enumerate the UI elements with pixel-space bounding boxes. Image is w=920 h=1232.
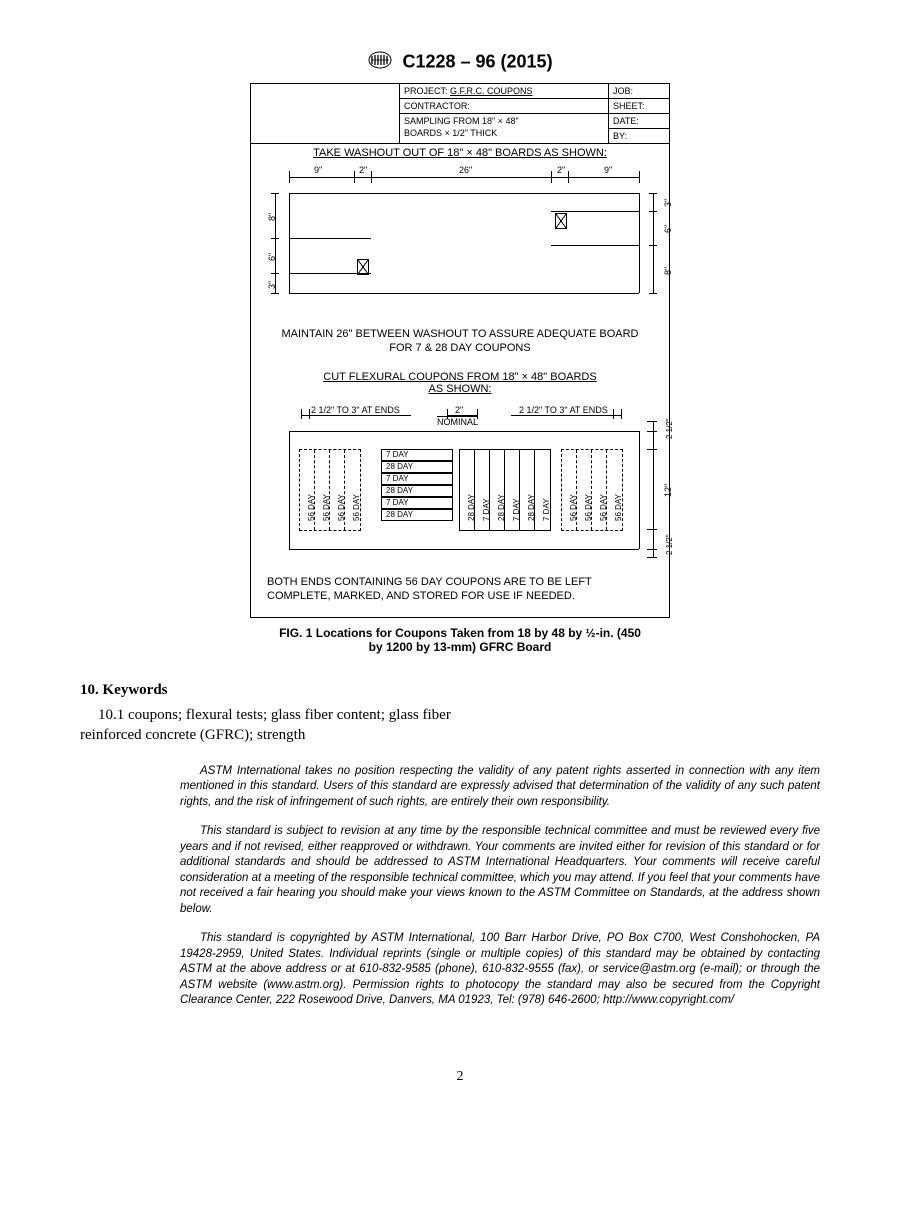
legal-para-3: This standard is copyrighted by ASTM Int…: [180, 931, 820, 1009]
coupon-diagram: 2 1/2" TO 3" AT ENDS 2" NOMINAL 2 1/2" T…: [259, 399, 661, 559]
section2-title1: CUT FLEXURAL COUPONS FROM 18" × 48" BOAR…: [251, 368, 669, 383]
keywords-body: 10.1 coupons; flexural tests; glass fibe…: [80, 705, 475, 746]
keywords-heading: 10. Keywords: [80, 682, 840, 699]
figure-1: PROJECT: G.F.R.C. COUPONS CONTRACTOR: SA…: [250, 83, 670, 618]
figure-caption: FIG. 1 Locations for Coupons Taken from …: [230, 626, 690, 654]
section1-note: MAINTAIN 26" BETWEEN WASHOUT TO ASSURE A…: [251, 319, 669, 368]
page-number: 2: [80, 1069, 840, 1085]
title-block: PROJECT: G.F.R.C. COUPONS CONTRACTOR: SA…: [251, 84, 669, 144]
page-header: C1228 – 96 (2015): [80, 50, 840, 75]
designation: C1228 – 96 (2015): [402, 51, 552, 71]
astm-logo-icon: [367, 50, 393, 75]
washout-diagram: 9" 2" 26" 2" 9": [259, 163, 661, 313]
legal-para-2: This standard is subject to revision at …: [180, 824, 820, 917]
section2-note: BOTH ENDS CONTAINING 56 DAY COUPONS ARE …: [251, 565, 669, 618]
section2-title2: AS SHOWN:: [251, 383, 669, 397]
legal-para-1: ASTM International takes no position res…: [180, 764, 820, 811]
section1-title: TAKE WASHOUT OUT OF 18" × 48" BOARDS AS …: [251, 144, 669, 161]
